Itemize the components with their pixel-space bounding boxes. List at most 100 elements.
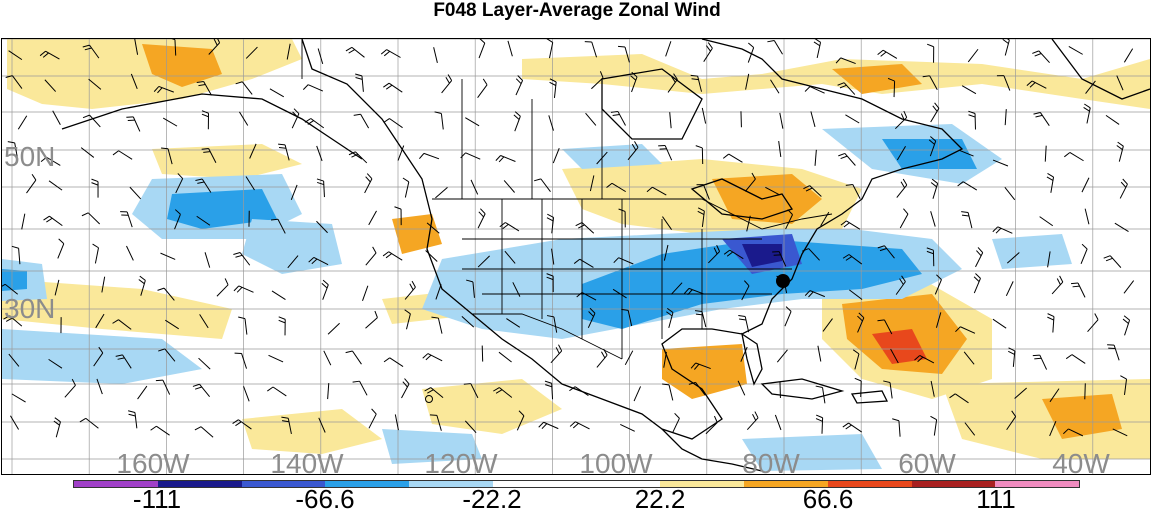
- wind-barb: [269, 355, 284, 362]
- wind-barb: [156, 380, 170, 394]
- wind-barb: [272, 291, 285, 300]
- colorbar-label: -111: [133, 486, 181, 512]
- wind-barb: [205, 252, 210, 267]
- wind-barb: [767, 41, 782, 55]
- wind-barb: [434, 47, 438, 63]
- wind-barb: [195, 427, 213, 438]
- wind-barb: [738, 316, 748, 333]
- map-title: F048 Layer-Average Zonal Wind: [0, 0, 1154, 26]
- colorbar-label: 111: [976, 486, 1016, 512]
- wind-barb: [479, 39, 485, 58]
- wind-barb: [931, 211, 936, 226]
- wind-barb: [785, 307, 791, 327]
- wind-barb: [779, 141, 781, 157]
- wind-barb: [91, 179, 98, 197]
- wind-barb: [499, 352, 512, 362]
- colorbar-label: 22.2: [635, 486, 686, 512]
- wind-barb: [814, 39, 821, 58]
- wind-barb: [549, 115, 554, 130]
- positive-area: [392, 214, 442, 254]
- colorbar-label: 66.6: [803, 486, 854, 512]
- wind-barb: [442, 74, 452, 93]
- wind-barb: [539, 422, 559, 428]
- wind-barb: [328, 383, 329, 399]
- wind-barb: [974, 274, 980, 294]
- wind-barb: [369, 211, 377, 225]
- wind-barb: [478, 209, 485, 228]
- wind-barb: [585, 42, 597, 58]
- wind-barb: [381, 50, 400, 58]
- wind-barb: [897, 179, 907, 198]
- wind-barb: [383, 83, 402, 92]
- wind-barb: [401, 379, 409, 398]
- wind-barb: [658, 146, 671, 161]
- wind-barb: [747, 412, 758, 430]
- wind-barb: [576, 223, 594, 234]
- wind-barb: [1124, 49, 1132, 63]
- wind-barb: [366, 247, 376, 265]
- wind-barb: [354, 114, 369, 128]
- wind-barb: [1047, 314, 1054, 333]
- wind-barb: [625, 351, 633, 365]
- wind-barb: [478, 79, 487, 98]
- wind-barb: [1084, 104, 1091, 123]
- wind-barb: [666, 41, 671, 56]
- wind-barb: [1081, 244, 1087, 264]
- wind-barb: [1003, 39, 1010, 56]
- wind-barb: [349, 152, 367, 163]
- wind-barb: [516, 75, 523, 95]
- wind-barb: [931, 179, 938, 199]
- wind-barb: [878, 50, 897, 58]
- wind-barb: [363, 286, 368, 301]
- wind-barb: [93, 244, 99, 263]
- lon-label-60w: 60W: [898, 450, 956, 475]
- wind-barb: [1032, 51, 1049, 63]
- lon-label-140w: 140W: [270, 450, 343, 475]
- wind-barb: [53, 111, 61, 125]
- wind-barb: [113, 151, 132, 160]
- wind-barb: [553, 148, 559, 163]
- wind-barb: [126, 117, 140, 132]
- wind-barb: [65, 379, 76, 397]
- wind-barb: [845, 115, 859, 123]
- wind-barb: [1052, 276, 1063, 294]
- wind-barb: [704, 43, 713, 62]
- wind-barb: [423, 354, 442, 361]
- positive-area: [422, 379, 562, 434]
- wind-barb: [419, 153, 439, 158]
- map-canvas: [2, 39, 1151, 475]
- wind-barb: [1045, 146, 1046, 162]
- negative-area: [2, 329, 202, 384]
- wind-barb: [138, 386, 147, 399]
- wind-barb: [1082, 178, 1089, 192]
- wind-barb: [775, 415, 781, 430]
- wind-barb: [1107, 345, 1119, 361]
- wind-barb: [202, 111, 209, 130]
- wind-barb: [1085, 383, 1086, 399]
- wind-barb: [993, 319, 1006, 328]
- wind-barb: [993, 227, 1013, 234]
- wind-barb: [346, 351, 362, 364]
- wind-barb: [961, 212, 972, 228]
- wind-barb: [1115, 223, 1129, 231]
- wind-barb: [500, 223, 519, 231]
- lat-label-30n: 30N: [4, 295, 55, 323]
- wind-barb: [431, 317, 442, 334]
- wind-barb: [1047, 173, 1054, 192]
- wind-barb: [706, 416, 717, 434]
- wind-barb: [968, 111, 975, 129]
- lat-label-50n: 50N: [4, 143, 55, 171]
- wind-barb: [702, 108, 705, 124]
- wind-barb: [777, 350, 787, 362]
- wind-barb: [303, 85, 323, 91]
- wind-barb: [976, 247, 983, 266]
- cuba-coast: [762, 379, 842, 399]
- wind-barb: [586, 113, 596, 125]
- wind-barb: [816, 415, 823, 434]
- wind-barb: [811, 111, 815, 126]
- station-marker: [776, 274, 790, 288]
- wind-barb: [120, 212, 132, 227]
- wind-barb: [931, 103, 939, 122]
- positive-area: [152, 144, 302, 179]
- wind-barb: [962, 86, 976, 94]
